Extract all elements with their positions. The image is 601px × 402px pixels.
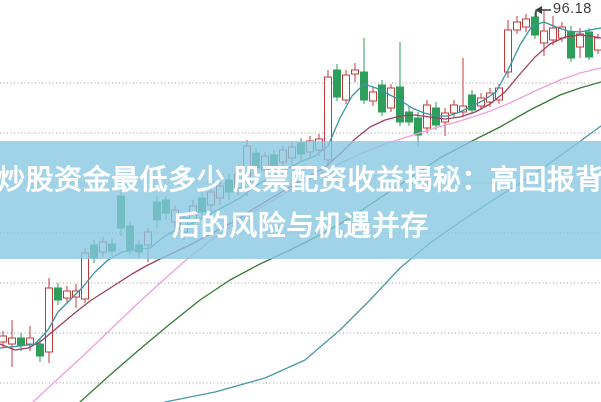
price-label: 96.18	[553, 1, 592, 17]
headline-line-1: 炒股资金最低多少 股票配资收益揭秘：高回报背	[0, 164, 601, 195]
price-arrow-icon	[535, 6, 551, 17]
headline-line-2: 后的风险与机遇并存	[172, 210, 429, 241]
headline-overlay: 炒股资金最低多少 股票配资收益揭秘：高回报背 后的风险与机遇并存	[0, 141, 601, 259]
